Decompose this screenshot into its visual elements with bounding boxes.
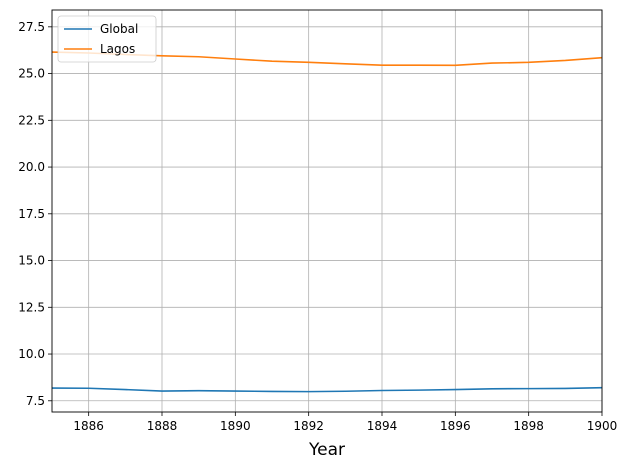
legend: Global Lagos: [57, 15, 157, 63]
legend-box: [57, 15, 157, 63]
legend-label: Global: [100, 22, 138, 36]
y-tick-label: 22.5: [18, 113, 45, 127]
plot-frame: [51, 9, 603, 413]
x-axis: 1886 1888 1890 1892 1894 1896 1898 1900: [73, 412, 617, 433]
y-tick-label: 20.0: [18, 160, 45, 174]
y-tick-label: 25.0: [18, 67, 45, 81]
x-axis-label: Year: [308, 440, 345, 460]
y-tick-label: 15.0: [18, 254, 45, 268]
legend-label: Lagos: [100, 42, 135, 56]
series-line-global: [51, 386, 603, 393]
y-tick-label: 12.5: [18, 300, 45, 314]
x-tick-label: 1898: [513, 419, 544, 433]
series-lines: [51, 51, 603, 393]
grid: [52, 10, 603, 412]
x-tick-label: 1888: [147, 419, 178, 433]
x-tick-label: 1892: [293, 419, 324, 433]
y-tick-label: 27.5: [18, 20, 45, 34]
x-tick-label: 1900: [587, 419, 618, 433]
y-tick-label: 17.5: [18, 207, 45, 221]
x-tick-label: 1894: [367, 419, 398, 433]
y-tick-label: 10.0: [18, 347, 45, 361]
y-tick-label: 7.5: [26, 394, 45, 408]
x-tick-label: 1890: [220, 419, 251, 433]
x-tick-label: 1886: [73, 419, 104, 433]
y-axis: 7.5 10.0 12.5 15.0 17.5 20.0 22.5 25.0 27.5: [18, 20, 52, 408]
x-tick-label: 1896: [440, 419, 471, 433]
